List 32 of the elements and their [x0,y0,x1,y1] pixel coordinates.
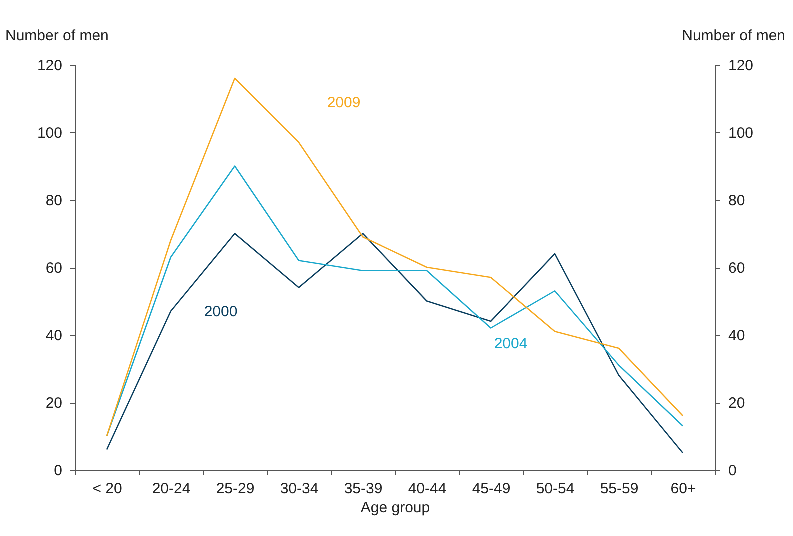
line-series [106,78,684,437]
y2-tick-label: 60 [728,260,746,277]
line-series [106,233,684,454]
y2-tick-label: 0 [728,462,737,480]
x-axis-title: Age group [360,500,430,516]
y-tick-label: 40 [46,328,62,344]
y-tick-label: 60 [46,260,62,277]
y2-axis-title: Number of men [682,28,786,44]
x-tick-label: 55-59 [600,480,639,498]
x-tick-label: 60+ [670,480,696,498]
y2-tick-label: 40 [728,328,746,344]
y2-tick-label: 120 [728,58,754,74]
text: 2009 [327,94,361,112]
x-tick-label: < 20 [92,480,122,498]
x-tick-label: 40-44 [408,480,447,498]
y2-tick-label: 80 [728,192,746,210]
x-tick-label: 20-24 [152,480,191,498]
y-tick-label: 20 [46,395,62,412]
x-tick-label: 45-49 [472,480,511,498]
x-tick-label: 50-54 [536,480,575,498]
x-tick-label: 25-29 [216,480,255,498]
x-tick-label: 30-34 [280,480,319,498]
series-label: 2000 [204,303,238,320]
series-label: 2004 [494,335,528,352]
y2-tick-label: 20 [728,395,746,412]
y-tick-label: 100 [37,125,62,142]
x-tick-label: 35-39 [344,480,383,498]
y-tick-label: 120 [37,58,62,74]
y-axis-title: Number of men [6,28,109,44]
y2-tick-label: 100 [728,125,754,142]
y-tick-label: 0 [54,462,62,480]
y-tick-label: 80 [46,192,62,210]
